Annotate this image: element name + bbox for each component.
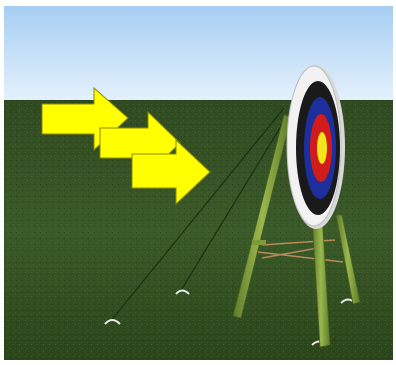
ground-stake-middle [175,289,190,295]
target-stand [232,114,361,348]
archery-target [286,65,345,229]
ground-stake-left [104,319,121,325]
guy-line-right [179,117,287,293]
wind-arrow-3 [131,138,211,206]
stand-crossbar [252,240,266,245]
stand-rope-3 [261,247,319,259]
stand-back-leg [335,214,361,305]
target-gold-center [317,132,327,164]
guy-line-left [109,107,285,323]
wind-arrows [41,86,211,206]
stand-rope-1 [257,251,344,263]
